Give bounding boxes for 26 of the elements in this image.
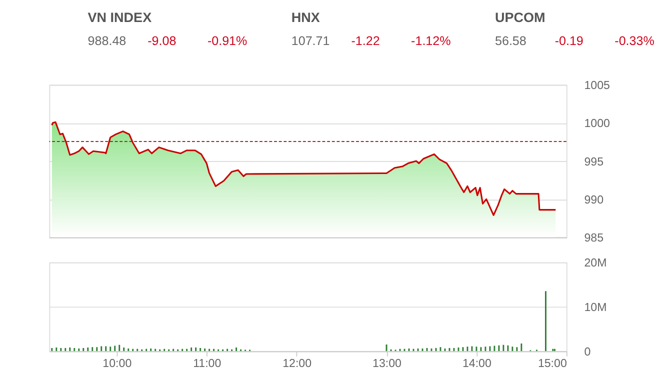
- y-tick-label: 985: [584, 232, 604, 245]
- y-tick-label: 1005: [584, 80, 610, 92]
- y-tick-label: 10M: [584, 302, 607, 314]
- x-tick-label: 13:00: [372, 358, 402, 370]
- y-tick-label: 20M: [584, 258, 607, 270]
- text: HNX: [291, 10, 320, 26]
- x-tick-label: 14:00: [462, 358, 492, 370]
- x-tick-label: 10:00: [102, 358, 132, 370]
- y-tick-label: 1000: [584, 118, 610, 130]
- text: VN INDEX: [88, 10, 152, 26]
- y-tick-label: 995: [584, 156, 604, 168]
- text: -1.22: [351, 34, 380, 48]
- text: -9.08: [148, 34, 176, 48]
- y-tick-label: 990: [584, 194, 604, 206]
- x-tick-label: 12:00: [282, 358, 312, 370]
- text: 56.58: [495, 34, 526, 48]
- text: -0.19: [554, 34, 584, 48]
- text: UPCOM: [495, 10, 546, 26]
- text: 988.48: [88, 34, 126, 48]
- text: -1.12%: [411, 34, 451, 48]
- text: 107.71: [291, 34, 330, 48]
- text: -0.91%: [207, 34, 248, 48]
- text: -0.33%: [614, 34, 654, 48]
- y-tick-label: 0: [584, 346, 591, 358]
- x-tick-label: 15:00: [538, 358, 567, 370]
- x-tick-label: 11:00: [193, 358, 222, 370]
